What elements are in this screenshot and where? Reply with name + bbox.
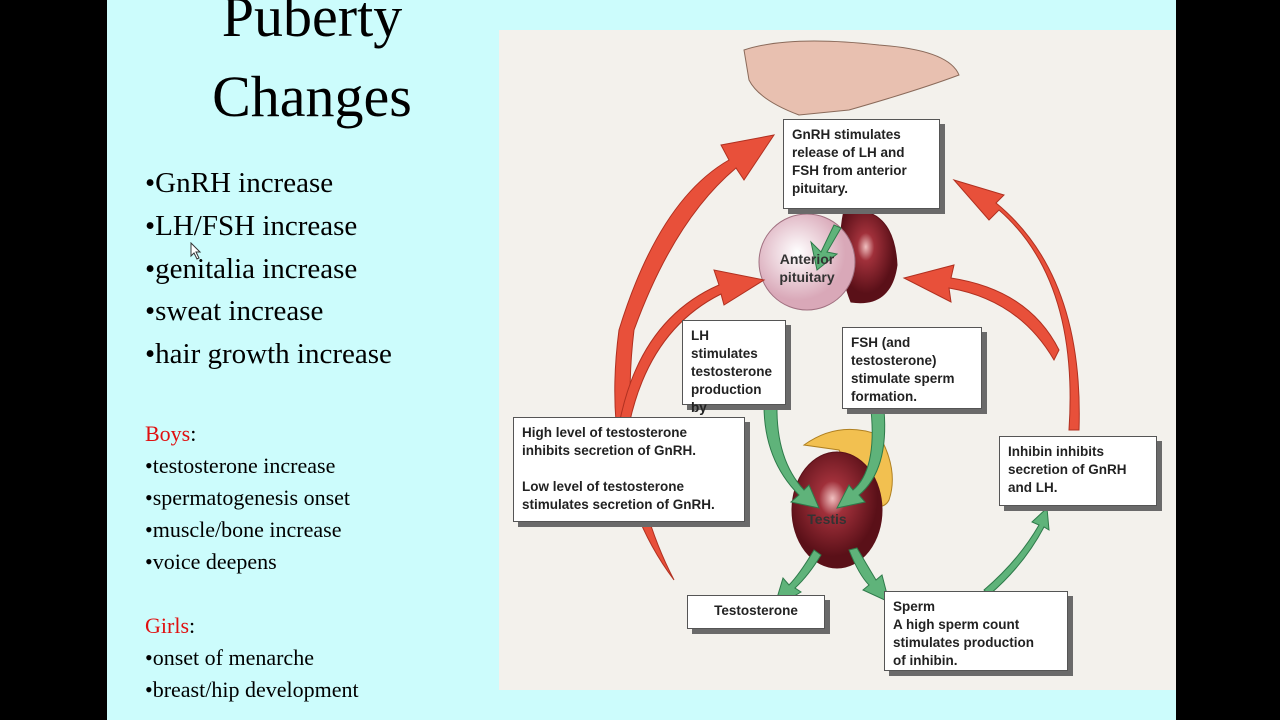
- bullet: •sweat increase: [145, 295, 324, 327]
- fsh-box: FSH (and testosterone) stimulate sperm f…: [842, 327, 982, 409]
- bullet: •hair growth increase: [145, 338, 392, 370]
- slide-title-line1: Puberty: [221, 0, 403, 49]
- boys-item: •testosterone increase: [145, 453, 336, 478]
- slide: Puberty Changes •GnRH increase •LH/FSH i…: [107, 0, 1176, 720]
- green-arrow-fsh: [836, 409, 886, 509]
- mouse-cursor-icon: [190, 242, 202, 260]
- slide-title-line2: Changes: [212, 64, 412, 129]
- sperm-box: Sperm A high sperm count stimulates prod…: [884, 591, 1068, 671]
- lh-box: LH stimulates testosterone production by…: [682, 320, 786, 433]
- red-arrow-right-inner: [902, 264, 1060, 362]
- anterior-pituitary-label: Anterior pituitary: [779, 251, 835, 285]
- boys-item: •muscle/bone increase: [145, 517, 342, 542]
- testosterone-box: Testosterone: [687, 595, 825, 629]
- girls-item: •onset of menarche: [145, 645, 314, 670]
- green-arrow-lh: [763, 404, 820, 509]
- bullet: •genitalia increase: [145, 253, 358, 285]
- bullet: •GnRH increase: [145, 167, 334, 199]
- boys-item: •spermatogenesis onset: [145, 485, 351, 510]
- boys-heading: Boys:: [145, 421, 197, 446]
- green-arrow-gnrh: [810, 224, 842, 271]
- red-arrow-right-outer: [952, 179, 1080, 431]
- green-arrow-inhibin: [983, 506, 1050, 596]
- gnrh-box: GnRH stimulates release of LH and FSH fr…: [783, 119, 940, 209]
- testis-label: Testis: [807, 511, 847, 527]
- girls-heading: Girls:: [145, 613, 196, 638]
- red-arrow-left-inner: [618, 269, 766, 426]
- testosterone-feedback-box: High level of testosterone inhibits secr…: [513, 417, 745, 522]
- hypothalamus-shape: [743, 40, 960, 116]
- hormone-feedback-diagram: GnRH stimulates release of LH and FSH fr…: [499, 30, 1176, 690]
- testis-shape: [791, 451, 883, 569]
- girls-item: •breast/hip development: [145, 677, 359, 702]
- green-arrow-sperm: [848, 547, 890, 603]
- girls-heading-text: Girls: [145, 613, 189, 638]
- bullet: •LH/FSH increase: [145, 210, 358, 242]
- boys-heading-text: Boys: [145, 421, 191, 446]
- inhibin-box: Inhibin inhibits secretion of GnRH and L…: [999, 436, 1157, 506]
- boys-item: •voice deepens: [145, 549, 277, 574]
- diagram-graphics: [614, 40, 1080, 610]
